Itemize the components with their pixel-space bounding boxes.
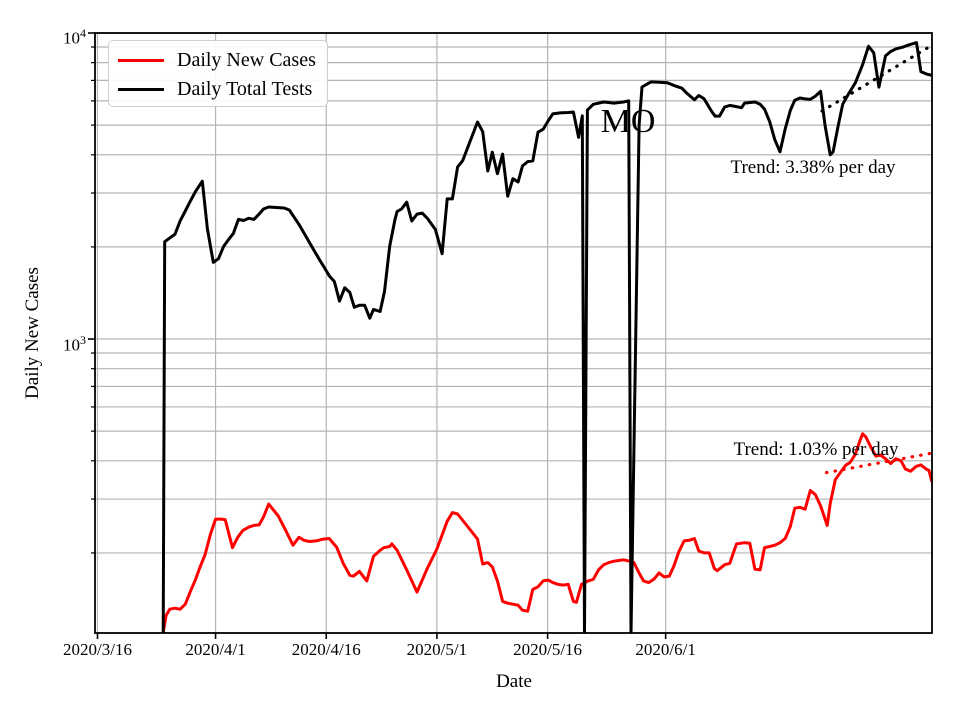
tests-line-swatch (118, 87, 164, 92)
daily-new-cases-line (161, 432, 932, 633)
cases-line-swatch (118, 58, 164, 63)
legend-label: Daily New Cases (177, 49, 316, 71)
x-tick-label: 2020/5/1 (406, 640, 468, 659)
daily-total-tests-line (161, 41, 932, 633)
x-tick-label: 2020/4/16 (291, 640, 361, 659)
legend-item-daily-new-cases: Daily New Cases (109, 46, 327, 75)
legend-item-daily-total-tests: Daily Total Tests (109, 75, 327, 104)
y-axis-tick-label-10e4: 104 (63, 26, 86, 48)
legend-label: Daily Total Tests (177, 78, 313, 100)
cases-trend-dotted-line (824, 451, 932, 475)
axes-spines (94, 32, 933, 634)
x-axis-title: Date (496, 671, 532, 692)
cases-trend-annotation: Trend: 1.03% per day (733, 439, 899, 460)
x-tick-label: 2020/6/1 (635, 640, 696, 659)
state-code-annotation: MO (600, 103, 656, 140)
x-tick-label: 2020/5/16 (513, 640, 583, 659)
x-tick-label: 2020/3/16 (63, 640, 132, 659)
y-axis-tick-label-10e3: 103 (63, 333, 86, 355)
legend: Daily New Cases Daily Total Tests (108, 40, 328, 107)
x-tick-label: 2020/4/1 (185, 640, 246, 659)
tests-trend-annotation: Trend: 3.38% per day (730, 157, 896, 178)
y-axis-title: Daily New Cases (22, 267, 43, 399)
